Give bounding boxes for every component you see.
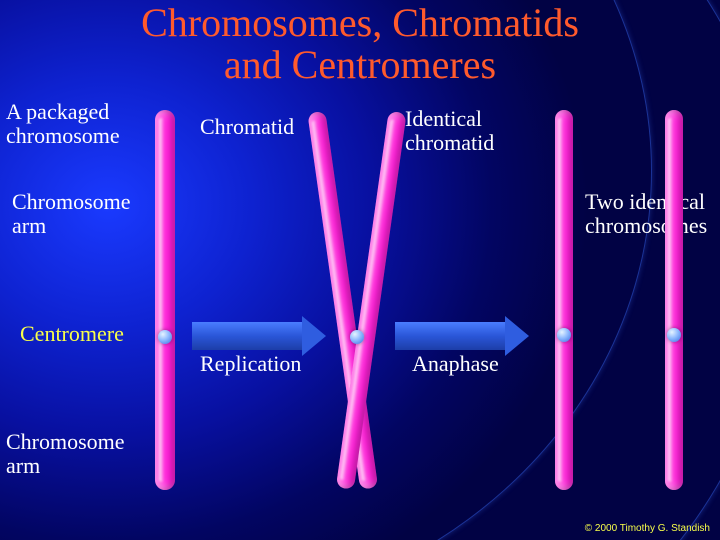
- centromere-bead-stage3-right: [667, 328, 681, 342]
- label-packaged-chromosome: A packaged chromosome: [6, 100, 120, 148]
- arrow-head-icon: [302, 316, 326, 356]
- centromere-bead-stage1: [158, 330, 172, 344]
- page-title: Chromosomes, Chromatids and Centromeres: [0, 2, 720, 86]
- chromosome-stage1: [155, 110, 175, 490]
- arrow-replication: [192, 322, 326, 350]
- label-identical-chromatid: Identical chromatid: [405, 107, 494, 155]
- centromere-bead-stage3-left: [557, 328, 571, 342]
- chromosome-stage3-right: [665, 110, 683, 490]
- label-anaphase: Anaphase: [412, 352, 499, 376]
- chromosome-stage3-left: [555, 110, 573, 490]
- arrow-shaft: [395, 322, 505, 350]
- label-centromere: Centromere: [20, 322, 124, 346]
- arrow-head-icon: [505, 316, 529, 356]
- copyright-text: © 2000 Timothy G. Standish: [585, 523, 710, 534]
- title-line-1: Chromosomes, Chromatids: [141, 0, 579, 45]
- label-chromosome-arm-bottom: Chromosome arm: [6, 430, 125, 478]
- label-chromatid: Chromatid: [200, 115, 294, 139]
- label-two-identical-chromosomes: Two identical chromosomes: [585, 190, 707, 238]
- title-line-2: and Centromeres: [224, 42, 496, 87]
- label-replication: Replication: [200, 352, 301, 376]
- arrow-shaft: [192, 322, 302, 350]
- centromere-bead-stage2: [350, 330, 364, 344]
- slide-root: Chromosomes, Chromatids and Centromeres …: [0, 0, 720, 540]
- arrow-anaphase: [395, 322, 529, 350]
- label-chromosome-arm-top: Chromosome arm: [12, 190, 131, 238]
